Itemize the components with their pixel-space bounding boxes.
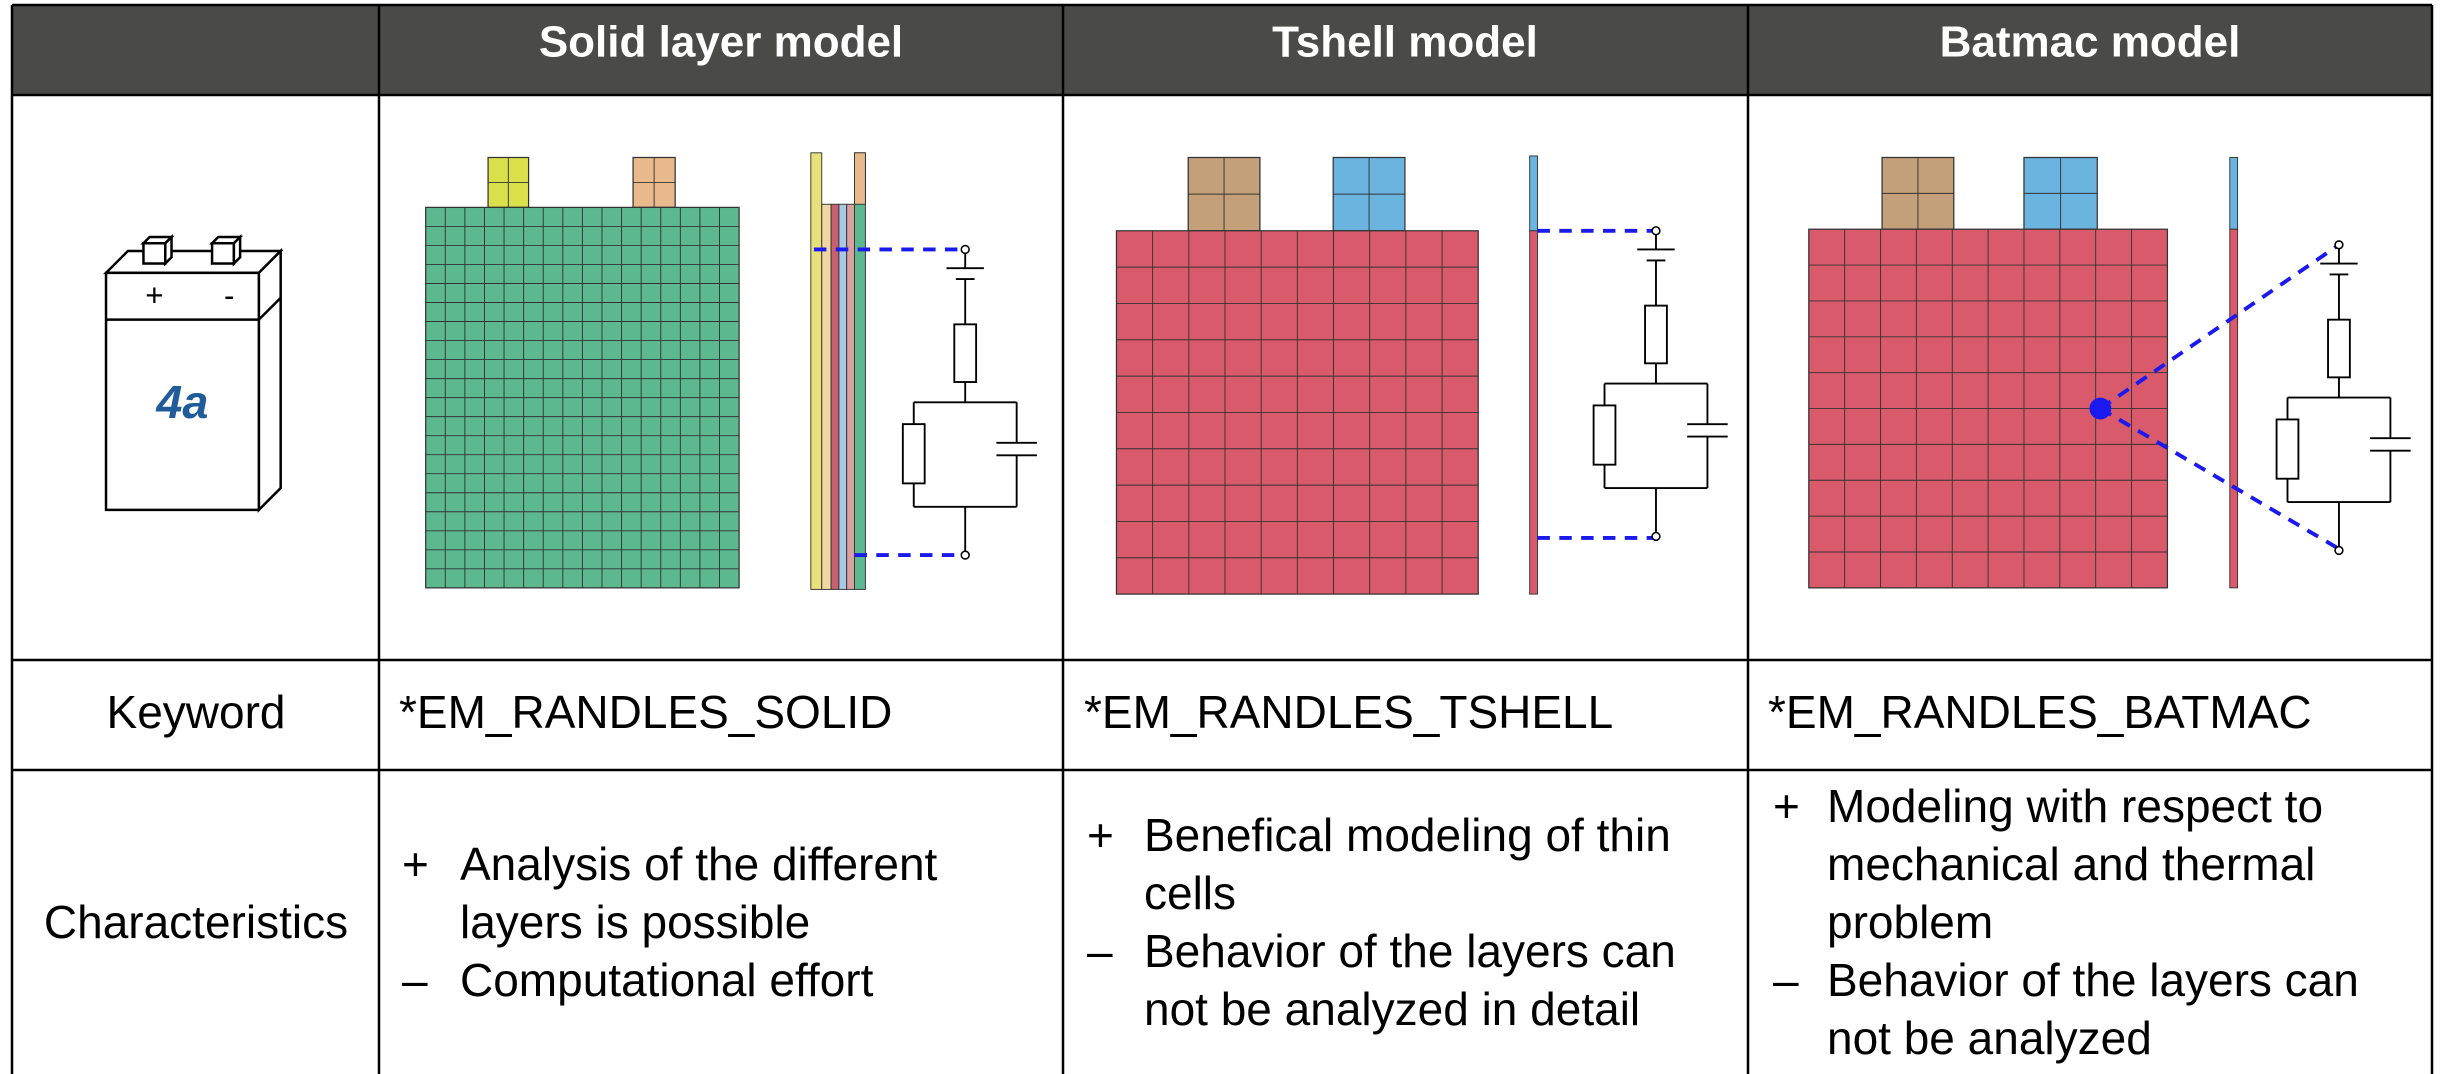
mesh-lines — [2023, 157, 2098, 230]
bullet-text: Analysis of the different — [460, 838, 938, 890]
illustrations: + - 4a — [103, 152, 2412, 595]
strip — [1529, 230, 1538, 595]
bullet-text: mechanical and thermal — [1827, 838, 2315, 890]
meshes — [425, 156, 2169, 595]
mesh-lines — [1188, 157, 1260, 231]
bullet-marker: – — [1773, 954, 1799, 1006]
bullet-marker: – — [402, 954, 428, 1006]
strip — [2229, 228, 2239, 589]
row-label: Keyword — [107, 686, 286, 738]
bullet-text: Benefical modeling of thin — [1144, 809, 1671, 861]
link-line — [1537, 228, 1656, 540]
bullet-text: cells — [1144, 867, 1236, 919]
strip — [2229, 157, 2239, 230]
header-bar — [12, 5, 2432, 95]
bullet-marker: + — [402, 838, 429, 890]
keyword: *EM_RANDLES_BATMAC — [1768, 686, 2312, 738]
table-grid — [10, 3, 2434, 1074]
mesh-lines — [1882, 157, 1954, 230]
circuit — [2275, 239, 2412, 556]
bullet-text: Computational effort — [460, 954, 874, 1006]
mesh-lines — [1333, 157, 1405, 231]
link-line — [813, 247, 966, 558]
bullet-text: not be analyzed in detail — [1144, 983, 1640, 1035]
bullet-text: Behavior of the layers can — [1144, 925, 1676, 977]
keyword: *EM_RANDLES_SOLID — [399, 686, 892, 738]
bullet-text: not be analyzed — [1827, 1012, 2152, 1064]
row-label: Characteristics — [44, 896, 348, 948]
keyword: *EM_RANDLES_TSHELL — [1084, 686, 1613, 738]
point — [2089, 397, 2112, 420]
column-header: Tshell model — [1272, 18, 1538, 67]
mesh-lines — [633, 157, 676, 208]
bullet-marker: + — [1087, 809, 1114, 861]
bullet-text: Modeling with respect to — [1827, 780, 2323, 832]
cross-section — [810, 152, 866, 590]
column-header: Batmac model — [1940, 18, 2241, 67]
column-header: Solid layer model — [539, 18, 903, 67]
mesh-lines — [488, 157, 529, 208]
characteristics: + Analysis of the different layers is poss… — [402, 780, 2359, 1064]
logo: 4a — [155, 376, 208, 428]
plus-sign: + — [145, 278, 163, 313]
bullet-marker: + — [1773, 780, 1800, 832]
circuit — [901, 244, 1038, 560]
bullet-marker: – — [1087, 925, 1113, 977]
mesh-lines — [425, 207, 740, 588]
mesh-lines — [1808, 229, 2168, 588]
bullet-text: problem — [1827, 896, 1993, 948]
strip — [1529, 155, 1538, 232]
bullet-text: layers is possible — [460, 896, 810, 948]
link-line — [2099, 243, 2341, 551]
mesh-lines — [1116, 230, 1479, 595]
circuit — [1592, 225, 1729, 542]
bullet-text: Behavior of the layers can — [1827, 954, 2359, 1006]
battery-icon — [103, 234, 284, 513]
minus-sign: - — [224, 278, 234, 313]
